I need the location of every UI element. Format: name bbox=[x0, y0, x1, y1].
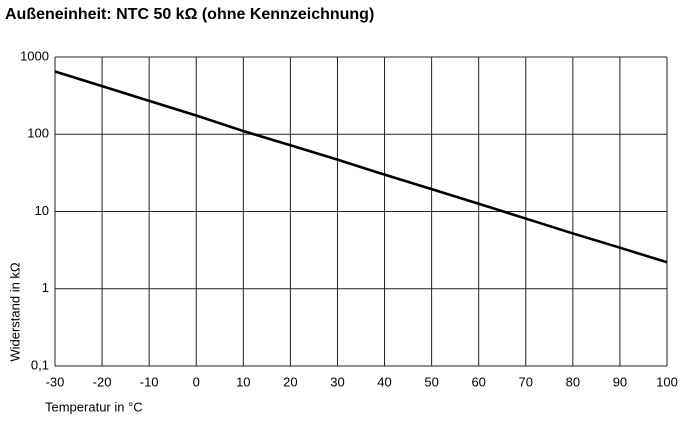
y-tick-label: 1000 bbox=[20, 48, 49, 63]
x-tick-label: 10 bbox=[236, 374, 250, 389]
y-tick-label: 100 bbox=[27, 126, 49, 141]
x-tick-label: 0 bbox=[193, 374, 200, 389]
x-tick-label: 30 bbox=[330, 374, 344, 389]
x-axis-label: Temperatur in °C bbox=[45, 399, 143, 414]
y-tick-label: 1 bbox=[42, 280, 49, 295]
chart-title: Außeneinheit: NTC 50 kΩ (ohne Kennzeichn… bbox=[5, 6, 374, 23]
y-axis-label: Widerstand in kΩ bbox=[7, 262, 22, 362]
x-tick-label: 60 bbox=[471, 374, 485, 389]
x-tick-label: 100 bbox=[656, 374, 678, 389]
x-tick-label: -20 bbox=[93, 374, 112, 389]
x-tick-label: 70 bbox=[519, 374, 533, 389]
x-tick-label: 50 bbox=[424, 374, 438, 389]
x-tick-label: -10 bbox=[140, 374, 159, 389]
x-tick-label: 90 bbox=[613, 374, 627, 389]
x-tick-label: -30 bbox=[46, 374, 65, 389]
data-line bbox=[54, 70, 668, 264]
x-tick-label: 20 bbox=[283, 374, 297, 389]
y-tick-label: 0,1 bbox=[31, 357, 49, 372]
x-tick-label: 80 bbox=[566, 374, 580, 389]
y-tick-label: 10 bbox=[35, 203, 49, 218]
x-tick-label: 40 bbox=[377, 374, 391, 389]
